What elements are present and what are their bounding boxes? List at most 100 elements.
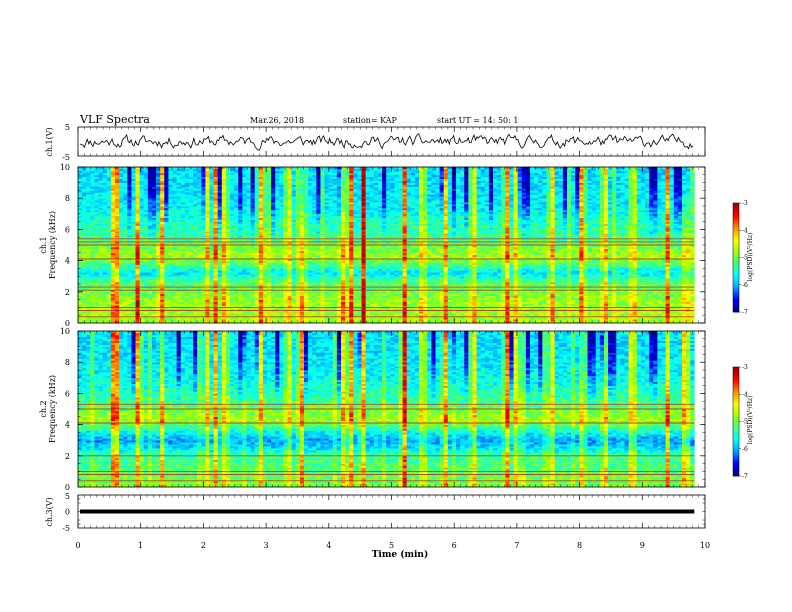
spectrogram-cell [279, 278, 284, 281]
spectrogram-cell [90, 266, 95, 269]
spectrogram-cell [209, 256, 214, 259]
spectrogram-cell [291, 291, 297, 295]
spectrogram-cell [591, 297, 597, 300]
spectrogram-cell [603, 307, 609, 310]
spectrogram-cell [386, 260, 391, 263]
spectrogram-cell [291, 260, 297, 263]
spectrogram-cell [558, 282, 564, 285]
spectrogram-cell [299, 268, 305, 271]
spectrogram-cell [164, 280, 169, 283]
spectrogram-cell [509, 321, 514, 324]
spectrogram-cell [566, 319, 572, 322]
spectrogram-cell [349, 307, 354, 310]
spectrogram-cell [308, 313, 313, 316]
spectrogram-cell [608, 293, 613, 296]
spectrogram-cell [230, 295, 235, 298]
spectrogram-cell [546, 311, 551, 314]
spectrogram-cell [143, 319, 149, 322]
spectrogram-cell [114, 258, 120, 261]
spectrogram-cell [180, 297, 186, 300]
spectrogram-cell [312, 266, 317, 269]
spectrogram-cell [624, 289, 629, 293]
spectrogram-cell [119, 313, 124, 316]
spectrogram-cell [579, 311, 584, 314]
spectrogram-cell [262, 264, 268, 267]
spectrogram-cell [595, 284, 601, 287]
spectrogram-cell [283, 291, 288, 295]
spectrogram-cell [571, 307, 576, 310]
spectrogram-cell [258, 287, 264, 291]
spectrogram-cell [390, 278, 395, 281]
spectrogram-cell [386, 270, 391, 273]
spectrogram-cell [332, 284, 338, 287]
spectrogram-cell [620, 272, 625, 275]
spectrogram-cell [665, 305, 670, 308]
spectrogram-cell [234, 289, 239, 293]
spectrogram-cell [308, 291, 313, 295]
spectrogram-cell [143, 307, 149, 310]
spectrogram-cell [636, 305, 642, 308]
spectrogram-cell [180, 264, 186, 267]
spectrogram-cell [262, 313, 268, 316]
spectrogram-cell [608, 297, 613, 300]
spectrogram-cell [616, 260, 621, 263]
spectrogram-cell [390, 295, 395, 298]
spectrogram-cell [517, 311, 523, 314]
spectrogram-cell [156, 272, 161, 275]
spectrogram-cell [628, 280, 634, 283]
spectrogram-cell [262, 307, 268, 310]
spectrogram-cell [303, 303, 309, 306]
spectrogram-cell [665, 301, 670, 304]
spectrogram-cell [94, 297, 99, 300]
spectrogram-cell [599, 287, 605, 291]
spectrogram-cell [464, 299, 469, 302]
spectrogram-cell [591, 278, 597, 281]
spectrogram-cell [151, 270, 157, 273]
spectrogram-cell [414, 307, 420, 310]
spectrogram-cell [377, 291, 383, 295]
spectrogram-cell [123, 276, 128, 279]
spectrogram-cell [636, 264, 642, 267]
spectrogram-cell [451, 260, 457, 263]
spectrogram-cell [686, 321, 691, 324]
spectrogram-cell [386, 295, 391, 298]
spectrogram-cell [521, 315, 527, 318]
spectrogram-cell [472, 301, 477, 304]
spectrogram-cell [517, 315, 523, 318]
spectrogram-cell [464, 258, 469, 261]
spectrogram-cell [369, 280, 375, 283]
spectrogram-cell [127, 307, 132, 310]
spectrogram-cell [591, 266, 597, 269]
spectrogram-cell [230, 293, 235, 296]
spectrogram-cell [365, 313, 371, 316]
spectrogram-cell [250, 280, 255, 283]
spectrogram-cell [275, 266, 280, 269]
spectrogram-cell [127, 276, 132, 279]
spectrogram-cell [106, 307, 112, 310]
spectrogram-cell [538, 264, 543, 267]
spectrogram-cell [542, 262, 547, 265]
spectrogram-cell [382, 295, 387, 298]
spectrogram-cell [332, 301, 338, 304]
spectrogram-cell [271, 307, 276, 310]
spectrogram-cell [135, 321, 140, 324]
spectrogram-cell [394, 321, 399, 324]
spectrogram-cell [205, 295, 210, 298]
spectrogram-cell [230, 262, 235, 265]
spectrogram-cell [484, 276, 490, 279]
spectrogram-cell [308, 264, 313, 267]
spectrogram-cell [217, 287, 223, 291]
spectrogram-cell [119, 301, 124, 304]
spectrogram-cell [476, 280, 481, 283]
spectrogram-cell [468, 276, 473, 279]
spectrogram-cell [213, 260, 219, 263]
spectrogram-cell [279, 264, 284, 267]
spectrogram-cell [234, 258, 239, 261]
spectrogram-cell [571, 313, 576, 316]
spectrogram-cell [456, 262, 461, 265]
spectrogram-cell [193, 274, 198, 277]
spectrogram-cell [234, 276, 239, 279]
spectrogram-cell [538, 307, 543, 310]
spectrogram-cell [160, 289, 165, 293]
spectrogram-cell [201, 301, 206, 304]
